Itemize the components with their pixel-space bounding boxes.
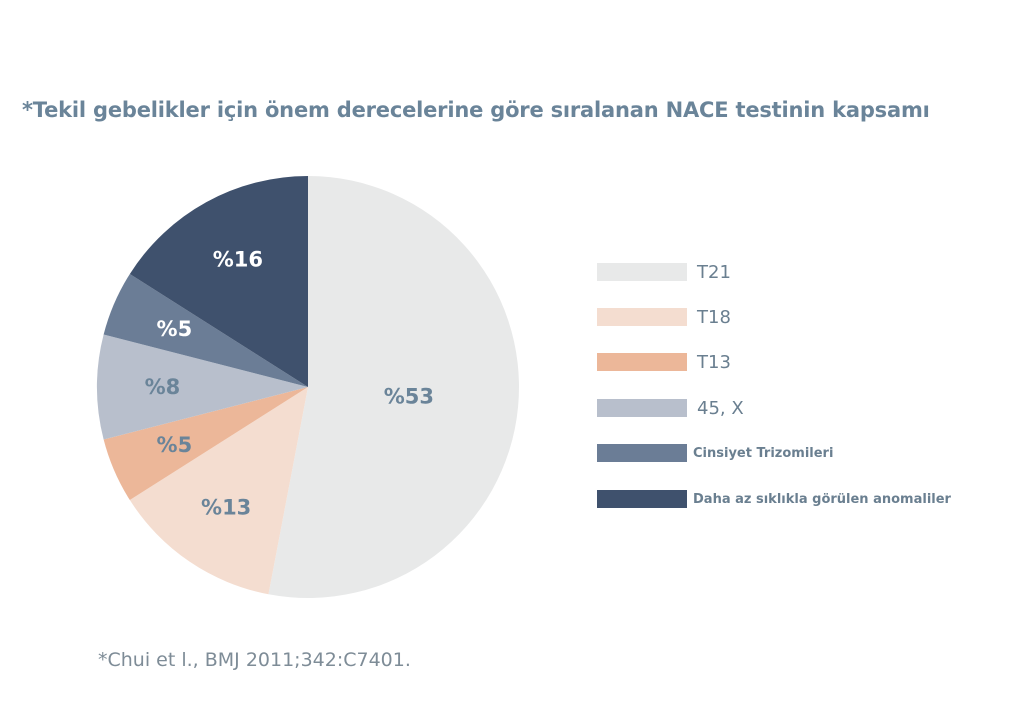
legend-label-daha-az: Daha az sıklıkla görülen anomaliler [693, 491, 951, 507]
legend-label-t18: T18 [697, 306, 731, 328]
pie-label-t13: %5 [157, 433, 193, 457]
legend-item-t13: T13 [597, 351, 731, 373]
legend-swatch-daha-az [597, 490, 687, 508]
legend-swatch-45x [597, 399, 687, 417]
pie-slice-cinsiyet-trizomileri [103, 273, 308, 387]
legend-item-daha-az: Daha az sıklıkla görülen anomaliler [597, 489, 951, 509]
pie-label-daha-az-s-kl-kla-g-r-len-anomaliler: %16 [213, 247, 263, 271]
pie-slice-t13 [103, 387, 308, 501]
pie-label-cinsiyet-trizomileri: %5 [157, 317, 193, 341]
legend: T21 T18 T13 45, X Cinsiyet Trizomileri D… [597, 0, 1007, 709]
legend-swatch-t13 [597, 353, 687, 371]
pie-label-t18: %13 [201, 495, 251, 519]
legend-swatch-cinsiyet-trizomileri [597, 444, 687, 462]
pie-slice-t21 [268, 176, 519, 598]
legend-item-cinsiyet-trizomileri: Cinsiyet Trizomileri [597, 443, 833, 463]
pie-slice-daha-az-s-kl-kla-g-r-len-anomaliler [129, 176, 308, 387]
pie-label-45-x: %8 [145, 375, 181, 399]
source-note: *Chui et l., BMJ 2011;342:C7401. [98, 649, 411, 671]
legend-swatch-t18 [597, 308, 687, 326]
legend-label-t13: T13 [697, 351, 731, 373]
pie-label-t21: %53 [384, 385, 434, 409]
pie-slice-45-x [96, 334, 308, 440]
pie-slice-t18 [129, 387, 308, 595]
legend-label-cinsiyet-trizomileri: Cinsiyet Trizomileri [693, 445, 834, 461]
legend-item-t18: T18 [597, 306, 731, 328]
chart-title: *Tekil gebelikler için önem derecelerine… [22, 98, 930, 122]
legend-item-t21: T21 [597, 261, 731, 283]
legend-swatch-t21 [597, 263, 687, 281]
legend-label-45x: 45, X [697, 397, 744, 419]
legend-label-t21: T21 [697, 261, 731, 283]
legend-item-45x: 45, X [597, 397, 744, 419]
